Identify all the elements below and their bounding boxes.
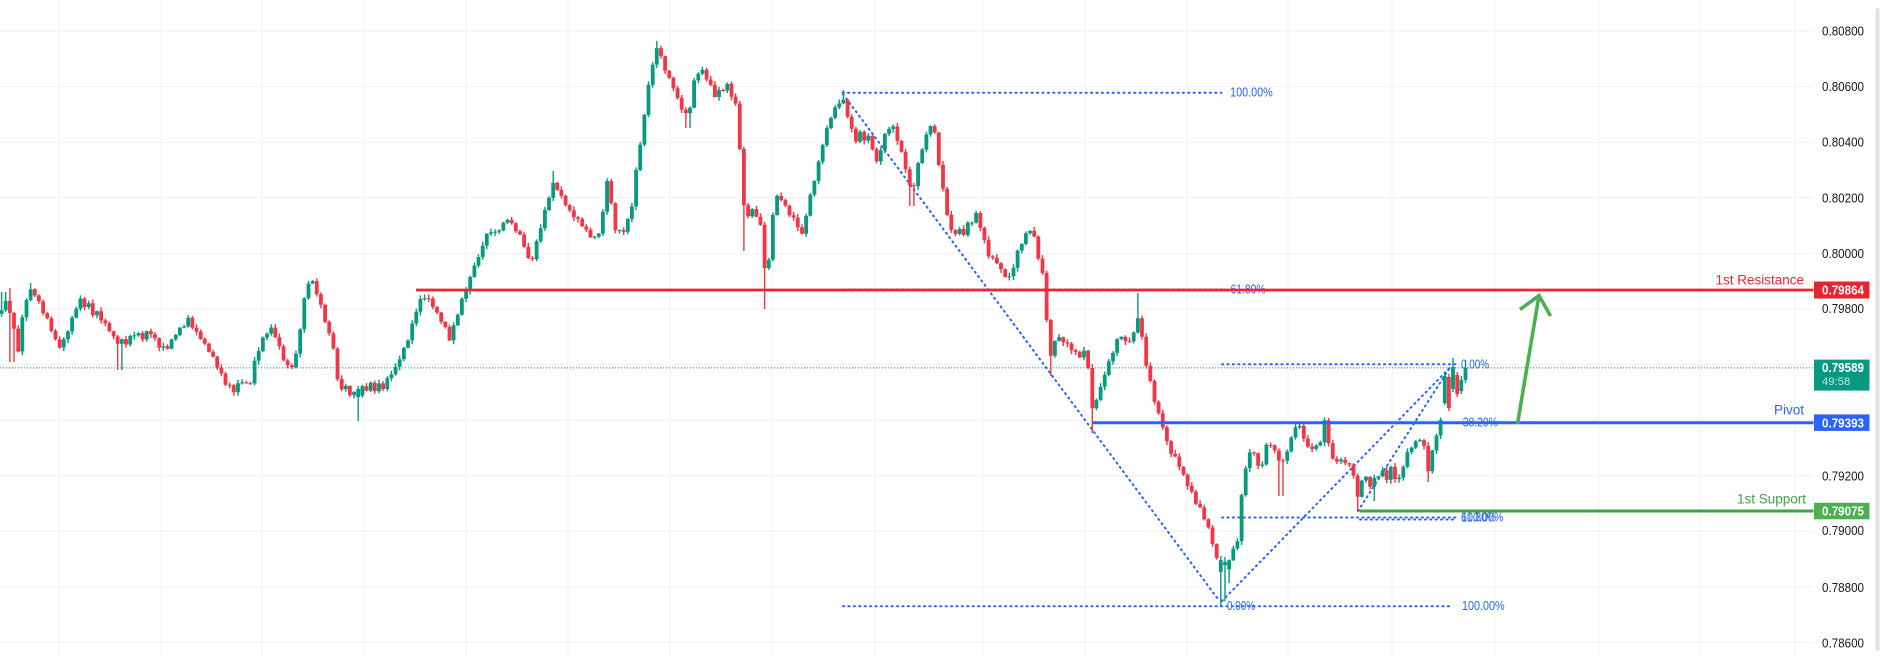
svg-text:49:58: 49:58: [1822, 376, 1850, 388]
svg-text:0.79864: 0.79864: [1822, 283, 1865, 298]
svg-text:0.80600: 0.80600: [1822, 79, 1864, 94]
svg-text:100.00%: 100.00%: [1462, 599, 1505, 613]
svg-text:Pivot: Pivot: [1774, 403, 1804, 418]
svg-text:0.79589: 0.79589: [1822, 360, 1864, 375]
svg-text:0.00%: 0.00%: [1227, 599, 1255, 613]
svg-text:0.79000: 0.79000: [1822, 523, 1864, 538]
svg-text:0.79800: 0.79800: [1822, 301, 1864, 316]
svg-text:0.79075: 0.79075: [1822, 504, 1864, 519]
svg-text:1st Support: 1st Support: [1737, 492, 1806, 507]
svg-text:0.80400: 0.80400: [1822, 135, 1864, 150]
svg-text:0.78800: 0.78800: [1822, 580, 1864, 595]
svg-text:1st Resistance: 1st Resistance: [1715, 273, 1804, 288]
svg-text:61.80%: 61.80%: [1461, 511, 1496, 525]
svg-text:0.80200: 0.80200: [1822, 190, 1864, 205]
svg-text:100.00%: 100.00%: [1230, 86, 1273, 100]
svg-text:0.79393: 0.79393: [1822, 415, 1864, 430]
svg-text:0.79200: 0.79200: [1822, 468, 1864, 483]
svg-text:0.78600: 0.78600: [1822, 636, 1864, 651]
svg-text:0.80800: 0.80800: [1822, 24, 1864, 39]
svg-text:0.80000: 0.80000: [1822, 246, 1864, 261]
